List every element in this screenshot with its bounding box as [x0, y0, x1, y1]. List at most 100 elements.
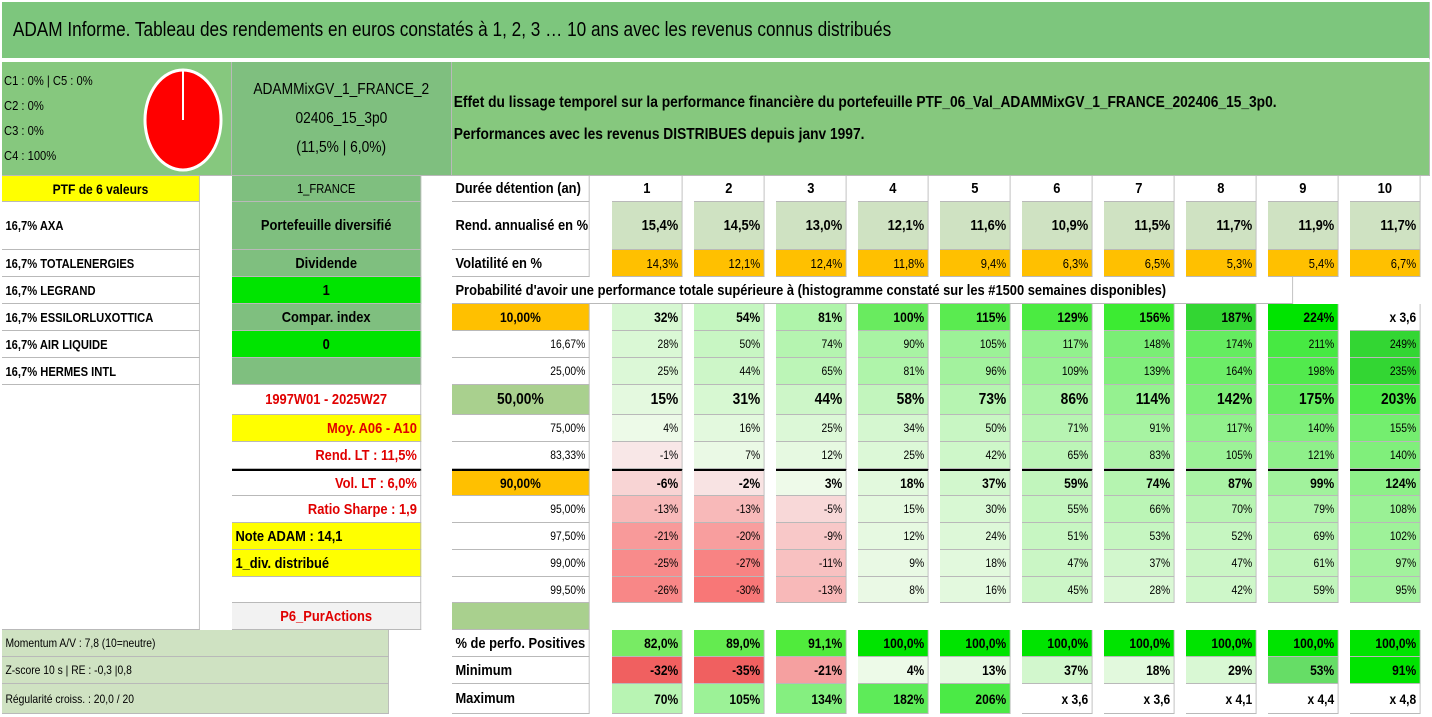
year-header-5: 5: [940, 176, 1011, 202]
p6-label: P6_PurActions: [232, 603, 422, 630]
percentile-cell: 12%: [858, 523, 929, 550]
percentile-cell: -26%: [612, 577, 683, 603]
percentile-cell: 91%: [1104, 415, 1175, 442]
max-cell: 134%: [776, 684, 847, 714]
percentile-cell: 70%: [1186, 496, 1257, 523]
percentile-cell: -9%: [776, 523, 847, 550]
percentile-cell: 87%: [1186, 469, 1257, 496]
percentile-cell: 140%: [1350, 442, 1421, 469]
percentile-cell: 45%: [1022, 577, 1093, 603]
pie-legend-c3: C3 : 0%: [4, 123, 44, 138]
percentile-cell: 16%: [940, 577, 1011, 603]
rend-cell: 11,7%: [1350, 202, 1421, 250]
percentile-cell: 74%: [776, 331, 847, 358]
year-header-2: 2: [694, 176, 765, 202]
moy-label: Moy. A06 - A10: [232, 415, 422, 442]
percentile-cell: 34%: [858, 415, 929, 442]
rend-cell: 11,9%: [1268, 202, 1339, 250]
percentile-cell: 102%: [1350, 523, 1421, 550]
percentile-cell: -27%: [694, 550, 765, 577]
percentile-cell: 81%: [858, 358, 929, 385]
percentile-cell: 52%: [1186, 523, 1257, 550]
middle-empty-cell: [232, 358, 422, 385]
percentile-cell: -20%: [694, 523, 765, 550]
percentile-cell: 74%: [1104, 469, 1175, 496]
percentile-cell: 187%: [1186, 304, 1257, 331]
percentile-cell: 37%: [940, 469, 1011, 496]
percentile-cell: 73%: [940, 385, 1011, 415]
holding-legrand: 16,7% LEGRAND: [2, 277, 200, 304]
percentile-cell: 15%: [858, 496, 929, 523]
percentile-cell: 44%: [776, 385, 847, 415]
percentile-label: 75,00%: [452, 415, 590, 442]
percentile-cell: 12%: [776, 442, 847, 469]
pie-legend-c4: C4 : 100%: [4, 148, 57, 163]
percentile-cell: 155%: [1350, 415, 1421, 442]
percentile-cell: 79%: [1268, 496, 1339, 523]
prob-label: Probabilité d'avoir une performance tota…: [452, 277, 1294, 304]
percentile-cell: 164%: [1186, 358, 1257, 385]
description-line-1: Effet du lissage temporel sur la perform…: [453, 93, 1277, 111]
page-title: ADAM Informe. Tableau des rendements en …: [2, 2, 1430, 60]
percentile-cell: 140%: [1268, 415, 1339, 442]
percentile-cell: 81%: [776, 304, 847, 331]
min-cell: 91%: [1350, 657, 1421, 684]
period-label: 1997W01 - 2025W27: [232, 385, 422, 415]
percentile-cell: 65%: [1022, 442, 1093, 469]
percentile-cell: 117%: [1186, 415, 1257, 442]
percentile-cell: -13%: [776, 577, 847, 603]
percentile-cell: 139%: [1104, 358, 1175, 385]
year-header-7: 7: [1104, 176, 1175, 202]
percentile-cell: 174%: [1186, 331, 1257, 358]
percentile-cell: 235%: [1350, 358, 1421, 385]
percentile-cell: -25%: [612, 550, 683, 577]
percentile-cell: 32%: [612, 304, 683, 331]
allocation-pie-chart: [143, 68, 223, 172]
percentile-cell: -1%: [612, 442, 683, 469]
zscore-label: Z-score 10 s | RE : -0,3 |0,8: [2, 657, 389, 684]
percentile-cell: 50%: [694, 331, 765, 358]
percentile-label: 50,00%: [452, 385, 590, 415]
max-cell: 182%: [858, 684, 929, 714]
percentile-cell: 249%: [1350, 331, 1421, 358]
description-block: Effet du lissage temporel sur la perform…: [452, 62, 1430, 176]
rend-lt-label: Rend. LT : 11,5%: [232, 442, 422, 469]
pos-cell: 100,0%: [1186, 630, 1257, 657]
vol-cell: 6,7%: [1350, 250, 1421, 277]
rend-cell: 14,5%: [694, 202, 765, 250]
percentile-cell: -11%: [776, 550, 847, 577]
percentile-cell: 211%: [1268, 331, 1339, 358]
pos-cell: 100,0%: [858, 630, 929, 657]
percentile-label: 25,00%: [452, 358, 590, 385]
rend-cell: 10,9%: [1022, 202, 1093, 250]
percentile-cell: 175%: [1268, 385, 1339, 415]
description-line-2: Performances avec les revenus DISTRIBUES…: [453, 125, 865, 143]
min-cell: -21%: [776, 657, 847, 684]
percentile-cell: 86%: [1022, 385, 1093, 415]
pie-legend-c2: C2 : 0%: [4, 98, 44, 113]
percentile-cell: 53%: [1104, 523, 1175, 550]
rend-cell: 15,4%: [612, 202, 683, 250]
percentile-cell: 96%: [940, 358, 1011, 385]
percentile-cell: 71%: [1022, 415, 1093, 442]
year-header-10: 10: [1350, 176, 1421, 202]
max-cell: x 3,6: [1104, 684, 1175, 714]
vol-cell: 6,3%: [1022, 250, 1093, 277]
regularite-label: Régularité croiss. : 20,0 / 20: [2, 684, 389, 714]
pos-label: % de perfo. Positives: [452, 630, 590, 657]
year-header-4: 4: [858, 176, 929, 202]
note-adam-label: Note ADAM : 14,1: [232, 523, 422, 550]
percentile-label: 95,00%: [452, 496, 590, 523]
pie-legend-block: C1 : 0% | C5 : 0% C2 : 0% C3 : 0% C4 : 1…: [2, 62, 232, 176]
percentile-label: 99,00%: [452, 550, 590, 577]
vol-cell: 5,4%: [1268, 250, 1339, 277]
percentile-cell: -2%: [694, 469, 765, 496]
percentile-cell: 28%: [612, 331, 683, 358]
percentile-label: 83,33%: [452, 442, 590, 469]
vol-cell: 9,4%: [940, 250, 1011, 277]
percentile-cell: 51%: [1022, 523, 1093, 550]
vol-cell: 12,4%: [776, 250, 847, 277]
dividend-value: 1: [232, 277, 422, 304]
year-header-3: 3: [776, 176, 847, 202]
min-cell: 18%: [1104, 657, 1175, 684]
